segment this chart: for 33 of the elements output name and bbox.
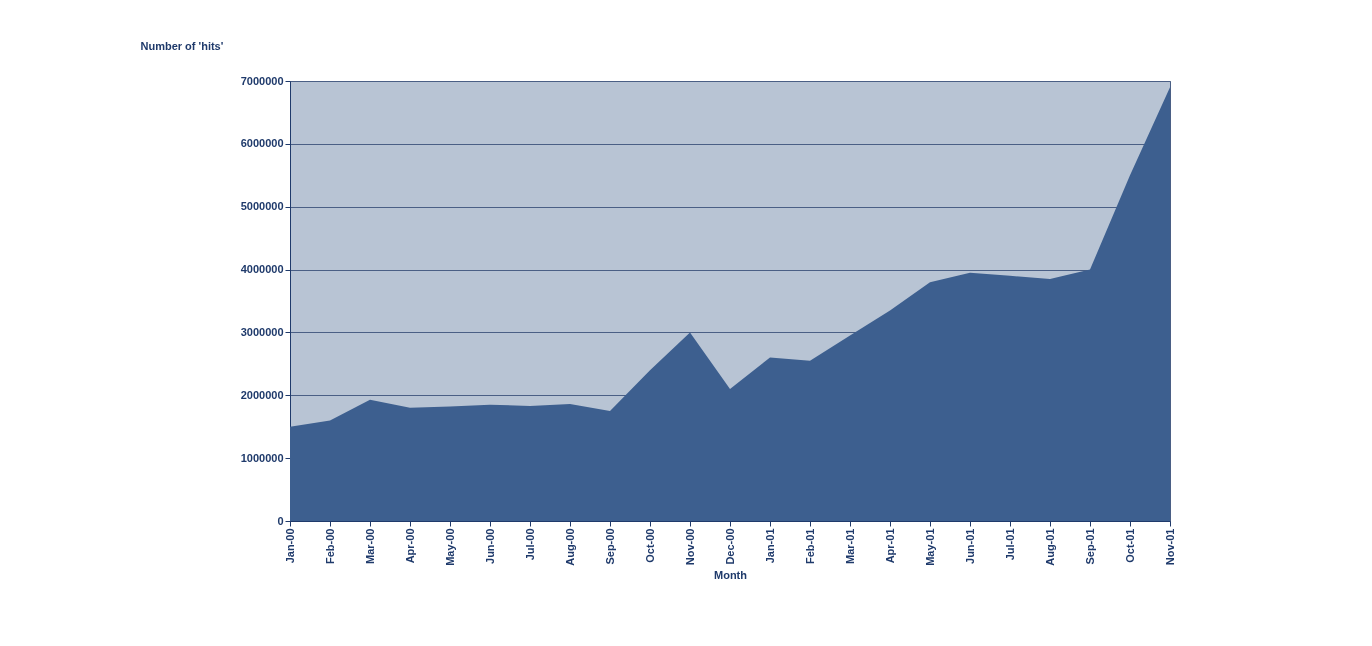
y-tick-label: 6000000 bbox=[240, 137, 284, 150]
x-tick-label: Jan-01 bbox=[763, 528, 776, 564]
y-tick-label: 2000000 bbox=[240, 388, 284, 401]
y-tick-label: 0 bbox=[277, 514, 284, 527]
x-tick-label: Nov-00 bbox=[683, 528, 696, 566]
x-tick-label: Jul-00 bbox=[523, 528, 536, 561]
x-tick-label: Mar-00 bbox=[363, 528, 376, 564]
x-tick-label: Apr-01 bbox=[883, 528, 896, 564]
x-tick-label: Feb-00 bbox=[323, 528, 336, 564]
y-tick-label: 3000000 bbox=[240, 325, 284, 338]
x-tick-label: Aug-01 bbox=[1043, 528, 1056, 566]
x-tick-label: Jun-00 bbox=[483, 528, 496, 564]
y-tick-label: 4000000 bbox=[240, 263, 284, 276]
x-tick-label: Oct-01 bbox=[1123, 528, 1136, 563]
x-tick-label: Aug-00 bbox=[563, 528, 576, 566]
x-tick-label: May-00 bbox=[443, 528, 456, 566]
x-tick-label: Mar-01 bbox=[843, 528, 856, 564]
x-tick-label: Dec-00 bbox=[723, 528, 736, 565]
x-tick-label: Sep-01 bbox=[1083, 528, 1096, 565]
y-tick-label: 1000000 bbox=[240, 451, 284, 464]
x-tick-label: May-01 bbox=[923, 528, 936, 566]
x-tick-label: Nov-01 bbox=[1163, 528, 1176, 566]
x-tick-label: Apr-00 bbox=[403, 528, 416, 564]
y-tick-label: 7000000 bbox=[240, 74, 284, 87]
x-tick-label: Jan-00 bbox=[283, 528, 296, 564]
y-axis-title: Number of 'hits' bbox=[140, 39, 224, 52]
x-tick-label: Sep-00 bbox=[603, 528, 616, 565]
x-tick-label: Jun-01 bbox=[963, 528, 976, 564]
x-axis-title: Month bbox=[714, 568, 748, 581]
x-tick-label: Oct-00 bbox=[643, 528, 656, 563]
x-tick-label: Jul-01 bbox=[1003, 528, 1016, 561]
x-tick-label: Feb-01 bbox=[803, 528, 816, 564]
y-tick-label: 5000000 bbox=[240, 200, 284, 213]
